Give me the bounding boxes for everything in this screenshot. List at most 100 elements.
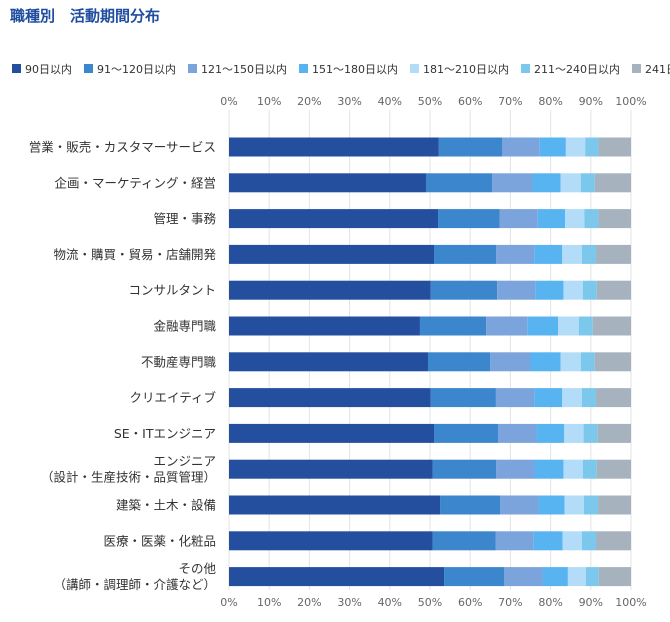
bar-segment: [598, 495, 631, 515]
bar-segment: [229, 316, 420, 336]
bar-segment: [538, 495, 565, 515]
x-tick-label-top: 10%: [257, 95, 281, 108]
x-tick-label-top: 0%: [220, 95, 237, 108]
legend-label: 181～210日以内: [423, 62, 509, 76]
bar-segment: [580, 173, 595, 193]
bar-segment: [229, 137, 439, 157]
legend-swatch: [188, 64, 197, 73]
bar-segment: [560, 173, 581, 193]
bar-segment: [498, 423, 537, 443]
x-tick-label-top: 90%: [579, 95, 603, 108]
bar-segment: [434, 423, 499, 443]
bar-segment: [581, 531, 597, 551]
bar-segment: [229, 531, 433, 551]
bar-segment: [598, 567, 631, 587]
bar-segment: [495, 388, 535, 408]
bar-segment: [565, 137, 586, 157]
bar-segment: [585, 567, 599, 587]
bar-segment: [432, 531, 496, 551]
bar-segment: [504, 567, 543, 587]
legend-swatch: [84, 64, 93, 73]
category-label: コンサルタント: [128, 283, 216, 298]
x-tick-label-top: 70%: [498, 95, 522, 108]
bar-segment: [490, 352, 531, 372]
bar-segment: [497, 280, 536, 300]
x-tick-label-bottom: 10%: [257, 596, 281, 609]
category-label: 管理・事務: [153, 211, 216, 226]
bar-segment: [584, 209, 599, 229]
category-label: クリエイティブ: [129, 390, 216, 405]
legend: 90日以内 91～120日以内 121～150日以内 151～180日以内 181～21…: [12, 62, 670, 76]
bar-segment: [534, 244, 563, 264]
x-tick-label-bottom: 90%: [579, 596, 603, 609]
bar-segment: [419, 316, 487, 336]
category-label: エンジニア: [153, 454, 216, 469]
bar-segment: [598, 137, 631, 157]
x-tick-label-bottom: 20%: [297, 596, 321, 609]
bar-segment: [542, 567, 568, 587]
bar-segment: [229, 423, 435, 443]
legend-label: 241日以上: [645, 63, 670, 76]
bar-segment: [562, 531, 582, 551]
category-label: 建築・土木・設備: [116, 498, 216, 513]
bar-segment: [598, 209, 631, 229]
bar-segment: [596, 280, 631, 300]
bar-segment: [560, 352, 581, 372]
chart-title: 職種別 活動期間分布: [10, 7, 161, 25]
bar-segment: [578, 316, 593, 336]
x-axis-bottom: 0% 10% 20% 30% 40% 50% 60% 70% 80% 90% 100%: [220, 596, 646, 609]
x-tick-label-top: 40%: [378, 95, 402, 108]
bar-segment: [596, 244, 631, 264]
x-tick-label-bottom: 50%: [418, 596, 442, 609]
bar-segment: [582, 280, 597, 300]
category-labels: 営業・販売・カスタマーサービス企画・マーケティング・経営管理・事務物流・購買・貿…: [29, 140, 217, 593]
bar-segment: [581, 244, 597, 264]
x-tick-label-bottom: 100%: [615, 596, 646, 609]
legend-label: 90日以内: [25, 62, 72, 76]
x-tick-label-top: 20%: [297, 95, 321, 108]
category-label: SE・ITエンジニア: [114, 426, 216, 441]
bar-segment: [430, 280, 498, 300]
bar-segment: [564, 423, 584, 443]
bars: [229, 137, 631, 587]
bar-segment: [492, 173, 533, 193]
bar-segment: [582, 459, 597, 479]
bar-segment: [535, 280, 564, 300]
bar-segment: [229, 495, 441, 515]
category-label: 不動産専門職: [141, 354, 217, 369]
legend-swatch: [632, 64, 641, 73]
category-label: 物流・購買・貿易・店舗開発: [53, 247, 216, 262]
bar-segment: [495, 531, 534, 551]
bar-segment: [564, 495, 584, 515]
bar-segment: [229, 388, 431, 408]
bar-segment: [229, 173, 426, 193]
bar-segment: [596, 388, 631, 408]
bar-segment: [229, 209, 439, 229]
x-tick-label-bottom: 0%: [220, 596, 237, 609]
bar-segment: [499, 209, 538, 229]
category-label: 企画・マーケティング・経営: [54, 175, 216, 190]
legend-swatch: [299, 64, 308, 73]
bar-segment: [229, 244, 435, 264]
bar-segment: [536, 423, 565, 443]
x-tick-label-bottom: 70%: [498, 596, 522, 609]
category-label: （設計・生産技術・品質管理）: [41, 470, 216, 485]
bar-segment: [229, 567, 445, 587]
bar-segment: [438, 209, 500, 229]
bar-segment: [500, 495, 539, 515]
x-tick-label-bottom: 30%: [337, 596, 361, 609]
bar-segment: [440, 495, 501, 515]
x-tick-label-top: 30%: [337, 95, 361, 108]
x-tick-label-top: 60%: [458, 95, 482, 108]
bar-segment: [534, 388, 563, 408]
bar-segment: [537, 209, 566, 229]
bar-segment: [444, 567, 505, 587]
bar-segment: [434, 244, 497, 264]
bar-segment: [438, 137, 503, 157]
category-label: その他: [178, 561, 216, 576]
legend-swatch: [521, 64, 530, 73]
bar-segment: [597, 423, 631, 443]
bar-segment: [430, 388, 496, 408]
bar-segment: [229, 280, 431, 300]
